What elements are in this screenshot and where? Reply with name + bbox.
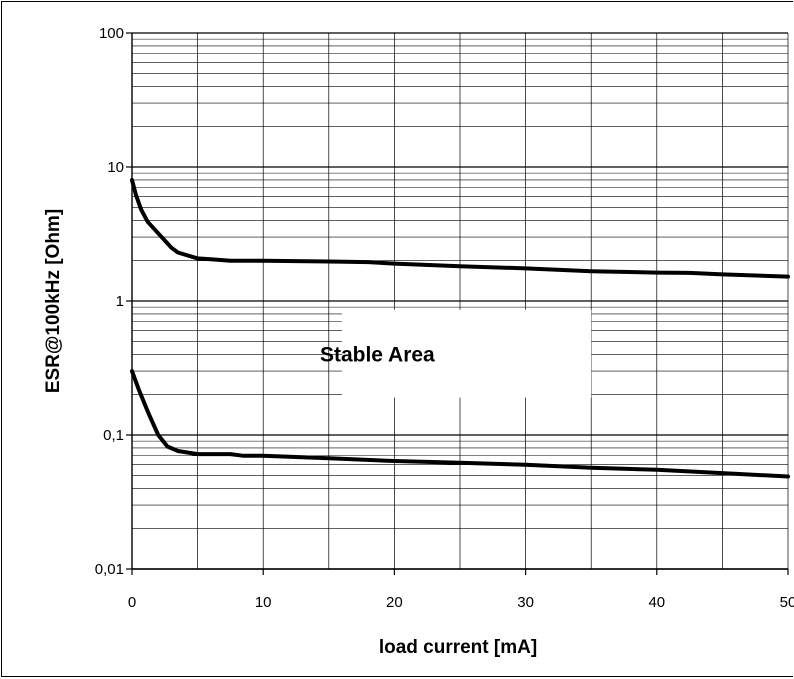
- y-tick-label: 1: [116, 293, 124, 310]
- x-tick-label: 0: [128, 594, 136, 611]
- series-line-2: [130, 369, 790, 479]
- stable-area-box: Stable Area: [320, 309, 592, 398]
- stable-area-background: [341, 309, 592, 398]
- x-axis-title: load current [mA]: [379, 637, 537, 658]
- y-tick-label: 100: [99, 25, 124, 42]
- series-line-1: [130, 178, 790, 279]
- stable-area-label: Stable Area: [320, 343, 435, 366]
- y-tick-labels: 0,01 0,1 1 10 100: [95, 25, 124, 578]
- axes: [126, 32, 789, 575]
- y-tick-label: 0,01: [95, 561, 124, 578]
- x-tick-label: 40: [648, 594, 665, 611]
- y-axis-title: ESR@100kHz [Ohm]: [43, 209, 64, 393]
- x-tick-label: 20: [386, 594, 403, 611]
- x-tick-label: 30: [517, 594, 534, 611]
- y-tick-label: 10: [107, 159, 124, 176]
- y-tick-label: 0,1: [103, 427, 124, 444]
- x-tick-labels: 0 10 20 30 40 50: [128, 594, 794, 611]
- series-layer: [130, 178, 790, 479]
- x-tick-label: 50: [780, 594, 794, 611]
- x-tick-label: 10: [255, 594, 272, 611]
